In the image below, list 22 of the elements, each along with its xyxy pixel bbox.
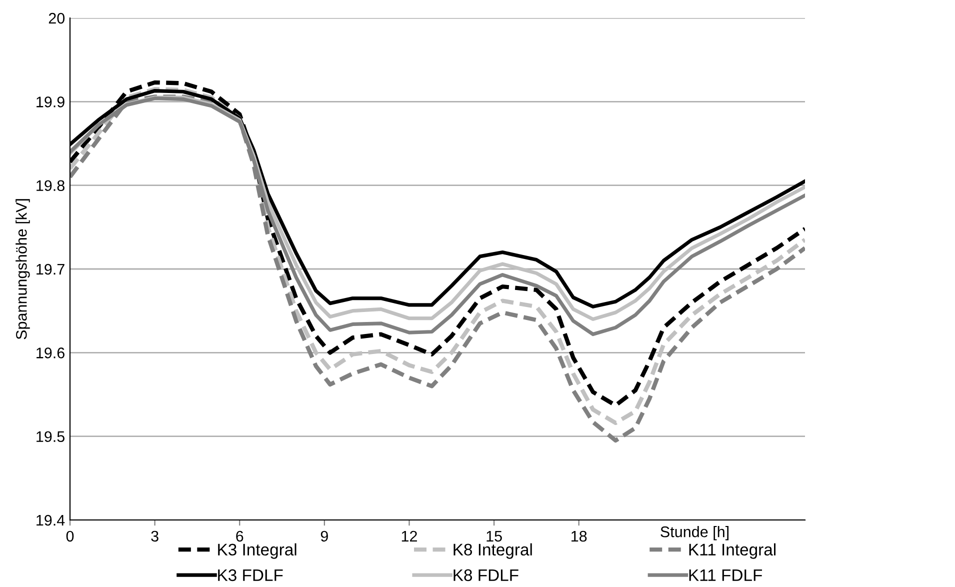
legend-label: K8 Integral [454,543,532,559]
legend-label: K11 FDLF [689,569,762,581]
legend-label: K11 Integral [689,543,776,559]
legend-label: K3 Integral [218,543,296,559]
legend-label: K8 FDLF [454,569,518,582]
x-tick-label: 0 [66,530,74,542]
x-tick-label: 6 [236,530,244,542]
y-tick-label: 20 [48,12,65,24]
y-tick-label: 19.8 [36,180,64,192]
y-tick-label: 19.6 [36,348,64,358]
x-tick-label: 9 [320,530,328,542]
x-tick-label: 15 [486,530,502,542]
y-tick-label: 19.9 [36,96,64,108]
x-tick-label: 3 [151,530,158,542]
x-axis-title: Stunde [h] [660,526,728,540]
y-axis-title: Spannungshöhe [kV] [16,199,30,340]
y-tick-label: 19.7 [36,264,64,275]
y-tick-label: 19.4 [36,514,65,526]
legend-label: K3 FDLF [218,569,283,582]
x-tick-label: 18 [572,530,587,542]
y-tick-label: 19.5 [36,431,64,442]
x-tick-label: 12 [402,530,417,542]
